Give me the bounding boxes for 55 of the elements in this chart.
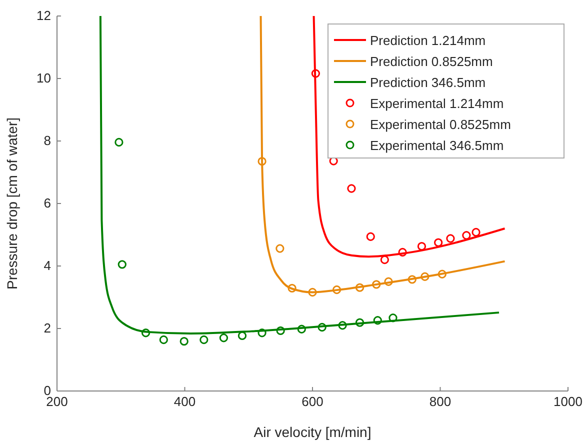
point	[180, 337, 188, 346]
point	[462, 231, 471, 240]
point	[388, 314, 398, 322]
x-tick-label: 400	[174, 394, 196, 410]
legend-label: Prediction 1.214mm	[370, 33, 486, 48]
x-axis-title: Air velocity [m/min]	[254, 424, 372, 440]
point	[159, 335, 168, 344]
point	[366, 232, 375, 241]
point	[308, 288, 317, 297]
x-tick-label: 200	[46, 394, 68, 410]
legend-label: Prediction 346.5mm	[370, 75, 486, 90]
point	[276, 326, 285, 335]
point	[355, 318, 364, 327]
point	[420, 272, 430, 281]
point	[434, 238, 443, 247]
y-tick-label: 6	[44, 196, 51, 211]
x-tick-label: 600	[302, 394, 324, 410]
point	[118, 260, 126, 269]
legend-label: Experimental 1.214mm	[370, 96, 504, 111]
legend-label: Experimental 0.8525mm	[370, 117, 511, 132]
point	[114, 138, 124, 147]
point	[408, 275, 416, 284]
legend-label: Experimental 346.5mm	[370, 138, 504, 153]
point	[380, 255, 389, 264]
point	[219, 334, 228, 342]
point	[318, 322, 326, 332]
y-tick-label: 2	[44, 320, 51, 336]
y-tick-label: 10	[36, 70, 51, 86]
point	[373, 316, 382, 325]
y-tick-label: 4	[44, 258, 51, 274]
point	[141, 328, 150, 338]
point	[438, 270, 446, 278]
x-tick-label: 1000	[554, 394, 582, 410]
point	[297, 324, 306, 334]
x-tick-label: 800	[429, 394, 452, 410]
y-tick-label: 8	[44, 133, 51, 148]
point	[372, 280, 381, 289]
point	[311, 69, 320, 78]
point	[347, 184, 356, 193]
point	[417, 242, 426, 251]
point	[258, 157, 266, 166]
point	[355, 283, 364, 292]
point	[258, 328, 266, 338]
y-tick-label: 12	[36, 8, 51, 24]
point	[288, 284, 296, 292]
point	[384, 277, 393, 286]
point	[446, 234, 455, 243]
point	[200, 335, 208, 344]
point	[276, 244, 284, 253]
y-axis-title: Pressure drop [cm of water]	[4, 118, 20, 290]
point	[338, 321, 347, 330]
point	[398, 248, 407, 257]
point	[332, 285, 342, 294]
point	[472, 228, 480, 237]
legend-label: Prediction 0.8525mm	[370, 54, 493, 69]
